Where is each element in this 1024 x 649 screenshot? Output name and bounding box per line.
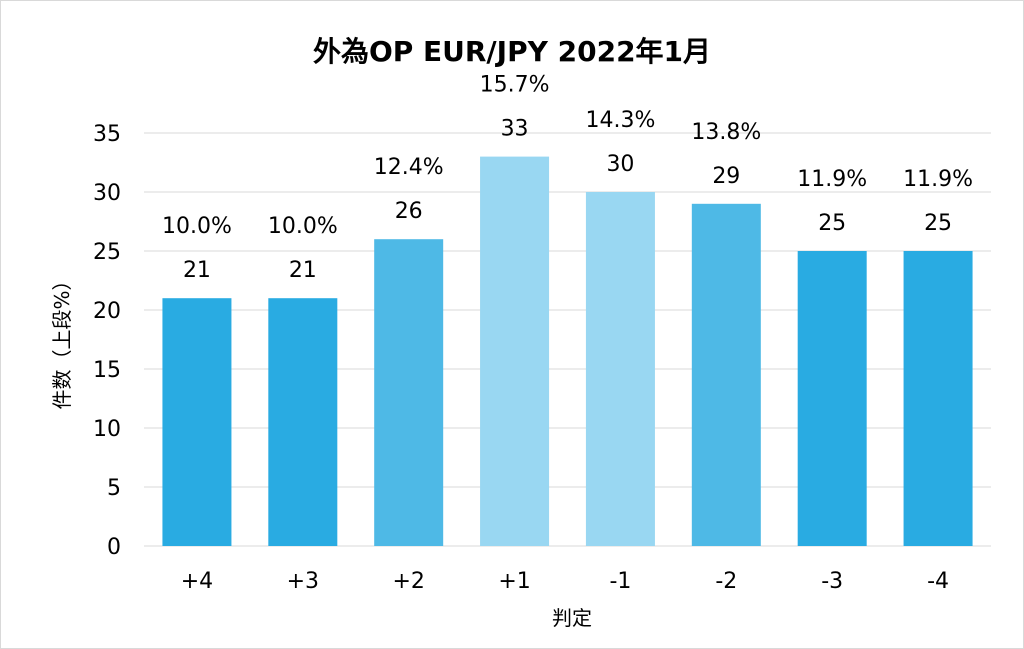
y-tick-label: 0 <box>107 535 121 560</box>
x-tick-label: -1 <box>609 569 631 594</box>
x-tick-label: +4 <box>181 569 213 594</box>
percent-label: 14.3% <box>585 108 655 133</box>
y-tick-label: 20 <box>93 299 121 324</box>
x-tick-label: +3 <box>287 569 319 594</box>
y-axis-ticks: 0 5 10 15 20 25 30 35 <box>93 122 121 560</box>
percent-label: 10.0% <box>162 214 232 239</box>
percent-label: 15.7% <box>480 73 550 98</box>
x-tick-label: -3 <box>821 569 843 594</box>
data-labels: 21 10.0% 21 10.0% 26 12.4% 33 15.7% 30 14.3% 29 13.… <box>162 73 973 284</box>
percent-label: 12.4% <box>374 155 444 180</box>
y-axis-label: 件数（上段%） <box>50 270 74 409</box>
value-label: 26 <box>395 199 423 224</box>
bar <box>903 251 973 546</box>
value-label: 29 <box>712 164 740 189</box>
value-label: 30 <box>606 152 634 177</box>
bar <box>162 298 232 546</box>
y-tick-label: 25 <box>93 240 121 265</box>
bar <box>585 192 655 546</box>
y-tick-label: 5 <box>107 476 121 501</box>
value-label: 33 <box>501 117 529 142</box>
percent-label: 10.0% <box>268 214 338 239</box>
x-tick-label: +1 <box>498 569 530 594</box>
bar <box>691 203 761 547</box>
x-axis-ticks: +4 +3 +2 +1 -1 -2 -3 -4 <box>181 569 949 594</box>
y-tick-label: 15 <box>93 358 121 383</box>
bar <box>374 239 444 546</box>
bar <box>797 251 867 546</box>
x-tick-label: -4 <box>927 569 949 594</box>
y-tick-label: 10 <box>93 417 121 442</box>
percent-label: 11.9% <box>797 167 867 192</box>
bar <box>480 156 550 546</box>
percent-label: 13.8% <box>691 120 761 145</box>
x-tick-label: -2 <box>715 569 737 594</box>
x-tick-label: +2 <box>392 569 424 594</box>
value-label: 21 <box>289 258 317 283</box>
value-label: 21 <box>183 258 211 283</box>
value-label: 25 <box>924 211 952 236</box>
y-tick-label: 35 <box>93 122 121 147</box>
percent-label: 11.9% <box>903 167 973 192</box>
bars <box>162 156 973 547</box>
value-label: 25 <box>818 211 846 236</box>
chart-title: 外為OP EUR/JPY 2022年1月 <box>313 35 711 68</box>
x-axis-label: 判定 <box>552 606 592 630</box>
y-tick-label: 30 <box>93 181 121 206</box>
bar <box>268 298 338 546</box>
